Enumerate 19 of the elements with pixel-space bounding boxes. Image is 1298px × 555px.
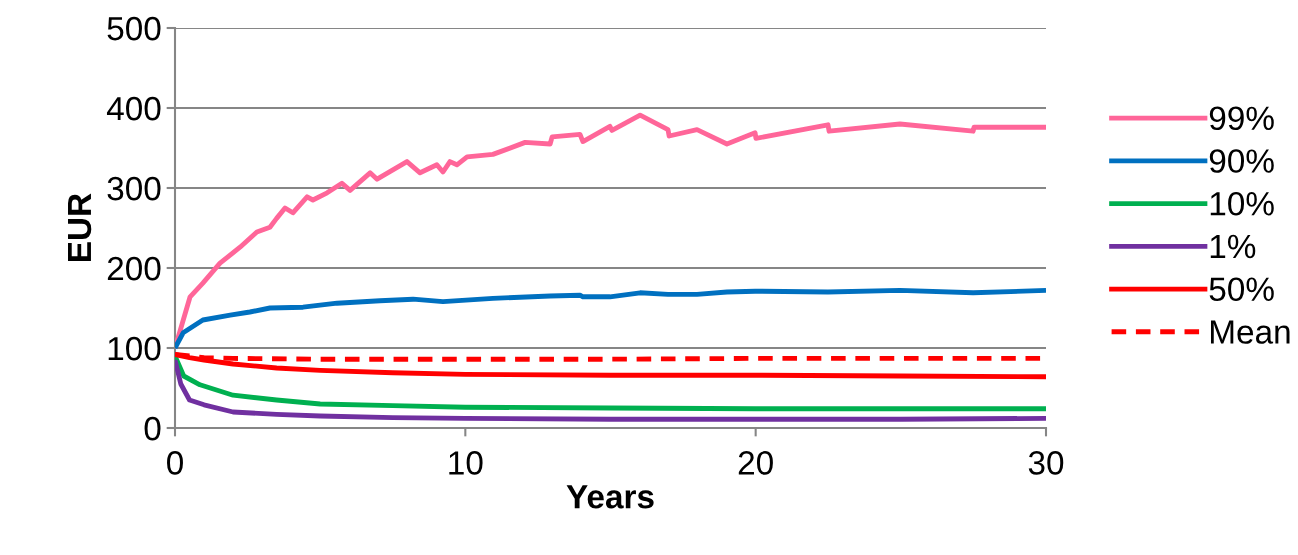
y-tick-label: 500 bbox=[107, 16, 161, 41]
legend-label: 1% bbox=[1210, 234, 1256, 259]
legend-label: 10% bbox=[1210, 191, 1274, 216]
y-tick-label: 100 bbox=[108, 336, 161, 361]
legend-label: 90% bbox=[1209, 149, 1274, 173]
legend-label: 50% bbox=[1209, 277, 1274, 302]
y-axis-title: EUR bbox=[68, 193, 92, 261]
x-tick-label: 0 bbox=[167, 451, 183, 475]
x-tick-label: 30 bbox=[1028, 451, 1064, 475]
y-tick-label: 200 bbox=[107, 256, 161, 281]
y-tick-label: 400 bbox=[106, 96, 161, 121]
x-axis-title: Years bbox=[566, 485, 654, 509]
legend-label: 99% bbox=[1209, 106, 1274, 131]
x-tick-label: 10 bbox=[449, 451, 483, 475]
x-tick-label: 20 bbox=[738, 451, 773, 475]
y-tick-label: 300 bbox=[107, 176, 161, 201]
line-series bbox=[175, 357, 1046, 422]
y-tick-label: 0 bbox=[144, 416, 161, 441]
legend-label: Mean bbox=[1210, 320, 1290, 344]
